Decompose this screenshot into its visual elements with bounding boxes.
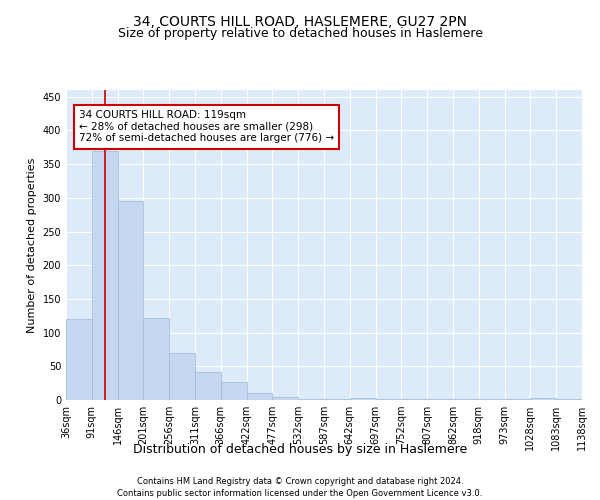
Text: 34, COURTS HILL ROAD, HASLEMERE, GU27 2PN: 34, COURTS HILL ROAD, HASLEMERE, GU27 2P… (133, 15, 467, 29)
Bar (195, 372, 221, 400)
Bar (143, 318, 169, 400)
Bar (272, 396, 298, 400)
Bar (479, 398, 505, 400)
Text: Size of property relative to detached houses in Haslemere: Size of property relative to detached ho… (118, 28, 482, 40)
Bar (350, 398, 376, 400)
Bar (247, 394, 272, 400)
Bar (118, 201, 143, 400)
Y-axis label: Number of detached properties: Number of detached properties (27, 158, 37, 332)
Bar (221, 382, 247, 400)
Bar (169, 353, 195, 400)
Text: 34 COURTS HILL ROAD: 119sqm
← 28% of detached houses are smaller (298)
72% of se: 34 COURTS HILL ROAD: 119sqm ← 28% of det… (79, 110, 334, 144)
Bar (530, 398, 556, 400)
Bar (401, 398, 427, 400)
Bar (92, 150, 118, 400)
Bar (298, 398, 324, 400)
Text: Contains HM Land Registry data © Crown copyright and database right 2024.: Contains HM Land Registry data © Crown c… (137, 478, 463, 486)
Text: Distribution of detached houses by size in Haslemere: Distribution of detached houses by size … (133, 442, 467, 456)
Bar (66, 319, 92, 400)
Bar (556, 398, 582, 400)
Text: Contains public sector information licensed under the Open Government Licence v3: Contains public sector information licen… (118, 489, 482, 498)
